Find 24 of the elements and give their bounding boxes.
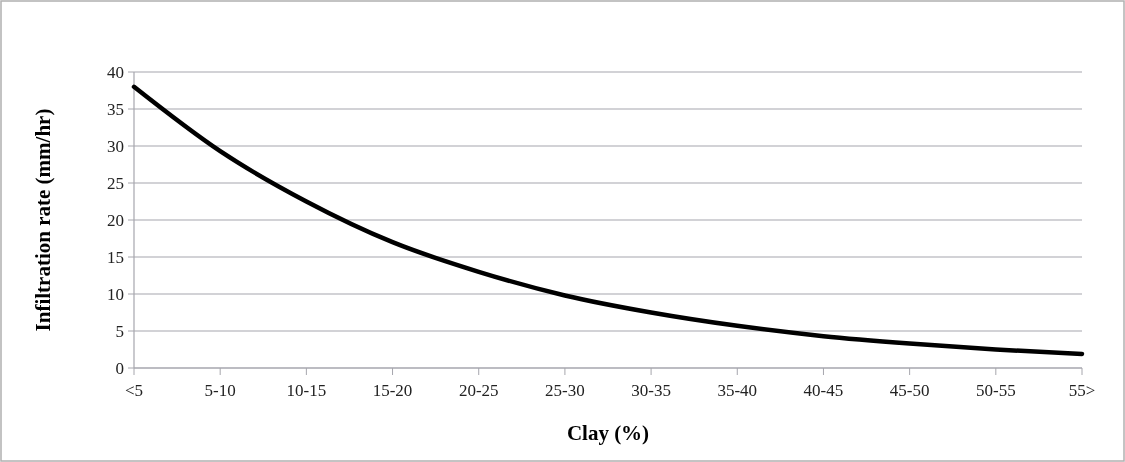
x-tick-label: 5-10 xyxy=(204,381,236,400)
y-tick-label: 10 xyxy=(107,284,124,304)
x-tick-label: 10-15 xyxy=(286,381,327,400)
y-tick-label: 20 xyxy=(107,210,124,230)
line-series xyxy=(131,84,1085,357)
y-tick-label: 15 xyxy=(107,247,124,267)
x-tick-label: 20-25 xyxy=(458,381,499,400)
y-tick-label: 25 xyxy=(107,173,124,193)
y-tick-label: 30 xyxy=(107,136,124,156)
y-tick-label: 40 xyxy=(107,62,124,82)
x-tick-label: 30-35 xyxy=(631,381,671,400)
x-tick-label: 55> xyxy=(1068,381,1096,400)
y-tick-label: 5 xyxy=(115,321,124,341)
x-axis-title: Clay (%) xyxy=(566,421,650,445)
x-tick-label: 25-30 xyxy=(545,381,585,400)
y-tick-label: 35 xyxy=(107,99,124,119)
y-tick-label: 0 xyxy=(115,358,124,378)
x-tick-label: 40-45 xyxy=(803,381,844,400)
y-axis-title: Infiltration rate (mm/hr) xyxy=(31,108,55,332)
x-tick-label: <5 xyxy=(124,381,144,400)
x-tick-label: 45-50 xyxy=(889,381,930,400)
x-tick-label: 35-40 xyxy=(717,381,758,400)
x-tick-label: 50-55 xyxy=(975,381,1016,400)
x-tick-label: 15-20 xyxy=(372,381,413,400)
